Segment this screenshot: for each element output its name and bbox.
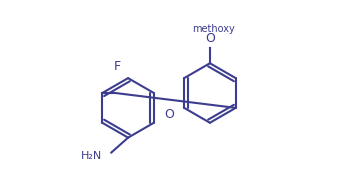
Text: H₂N: H₂N xyxy=(81,151,102,161)
Text: methoxy: methoxy xyxy=(192,24,235,34)
Text: F: F xyxy=(114,60,121,73)
Text: O: O xyxy=(164,108,174,121)
Text: O: O xyxy=(205,32,215,45)
